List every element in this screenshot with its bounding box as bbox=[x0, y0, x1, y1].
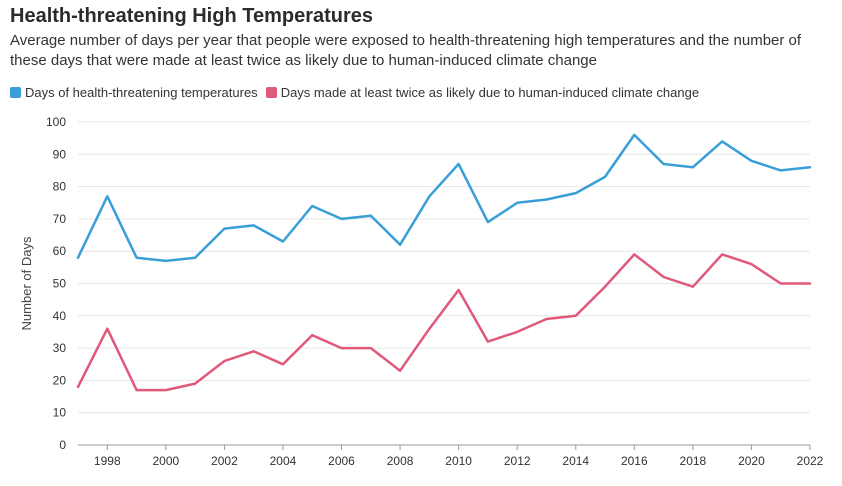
y-axis: 0 10 20 30 40 50 60 70 80 90 100 bbox=[46, 115, 66, 452]
x-tick-label: 2016 bbox=[621, 454, 648, 468]
legend-item-attributed-days[interactable]: Days made at least twice as likely due t… bbox=[265, 85, 700, 100]
gridlines bbox=[78, 121, 810, 446]
y-tick-label: 40 bbox=[53, 309, 67, 323]
x-tick-label: 2018 bbox=[680, 454, 707, 468]
legend: Days of health-threatening temperatures … bbox=[10, 85, 707, 100]
series-lines bbox=[76, 133, 812, 392]
y-tick-label: 80 bbox=[53, 180, 67, 194]
y-tick-label: 90 bbox=[53, 147, 67, 161]
x-tick-label: 2002 bbox=[211, 454, 238, 468]
y-tick-label: 0 bbox=[59, 438, 66, 452]
x-tick-label: 2014 bbox=[562, 454, 589, 468]
x-tick-label: 2022 bbox=[797, 454, 824, 468]
x-tick-label: 2004 bbox=[270, 454, 297, 468]
x-tick-label: 2010 bbox=[445, 454, 472, 468]
chart-title: Health-threatening High Temperatures bbox=[10, 5, 374, 27]
x-tick-label: 2020 bbox=[738, 454, 765, 468]
legend-item-total-days[interactable]: Days of health-threatening temperatures bbox=[10, 85, 258, 100]
legend-swatch-attributed-days bbox=[265, 87, 277, 98]
legend-label-attributed-days: Days made at least twice as likely due t… bbox=[280, 85, 700, 100]
y-tick-label: 30 bbox=[53, 341, 67, 355]
y-tick-label: 100 bbox=[46, 115, 66, 129]
x-tick-label: 2008 bbox=[387, 454, 414, 468]
x-tick-label: 1998 bbox=[94, 454, 121, 468]
y-tick-label: 20 bbox=[53, 373, 67, 387]
series-line-total-days[interactable] bbox=[76, 133, 812, 263]
chart-subtitle: Average number of days per year that peo… bbox=[10, 32, 802, 69]
x-axis: 1998 2000 2002 2004 2006 2008 2010 2012 2014 2016… bbox=[94, 445, 824, 468]
x-tick-label: 2012 bbox=[504, 454, 531, 468]
y-tick-label: 10 bbox=[53, 406, 67, 420]
y-tick-label: 60 bbox=[53, 244, 67, 258]
y-axis-title: Number of Days bbox=[19, 236, 34, 330]
legend-label-total-days: Days of health-threatening temperatures bbox=[25, 85, 258, 100]
y-tick-label: 50 bbox=[53, 277, 67, 291]
x-tick-label: 2006 bbox=[328, 454, 355, 468]
legend-swatch-total-days bbox=[10, 87, 21, 98]
y-tick-label: 70 bbox=[53, 212, 67, 226]
series-line-attributed-days[interactable] bbox=[76, 253, 812, 392]
x-tick-label: 2000 bbox=[152, 454, 179, 468]
